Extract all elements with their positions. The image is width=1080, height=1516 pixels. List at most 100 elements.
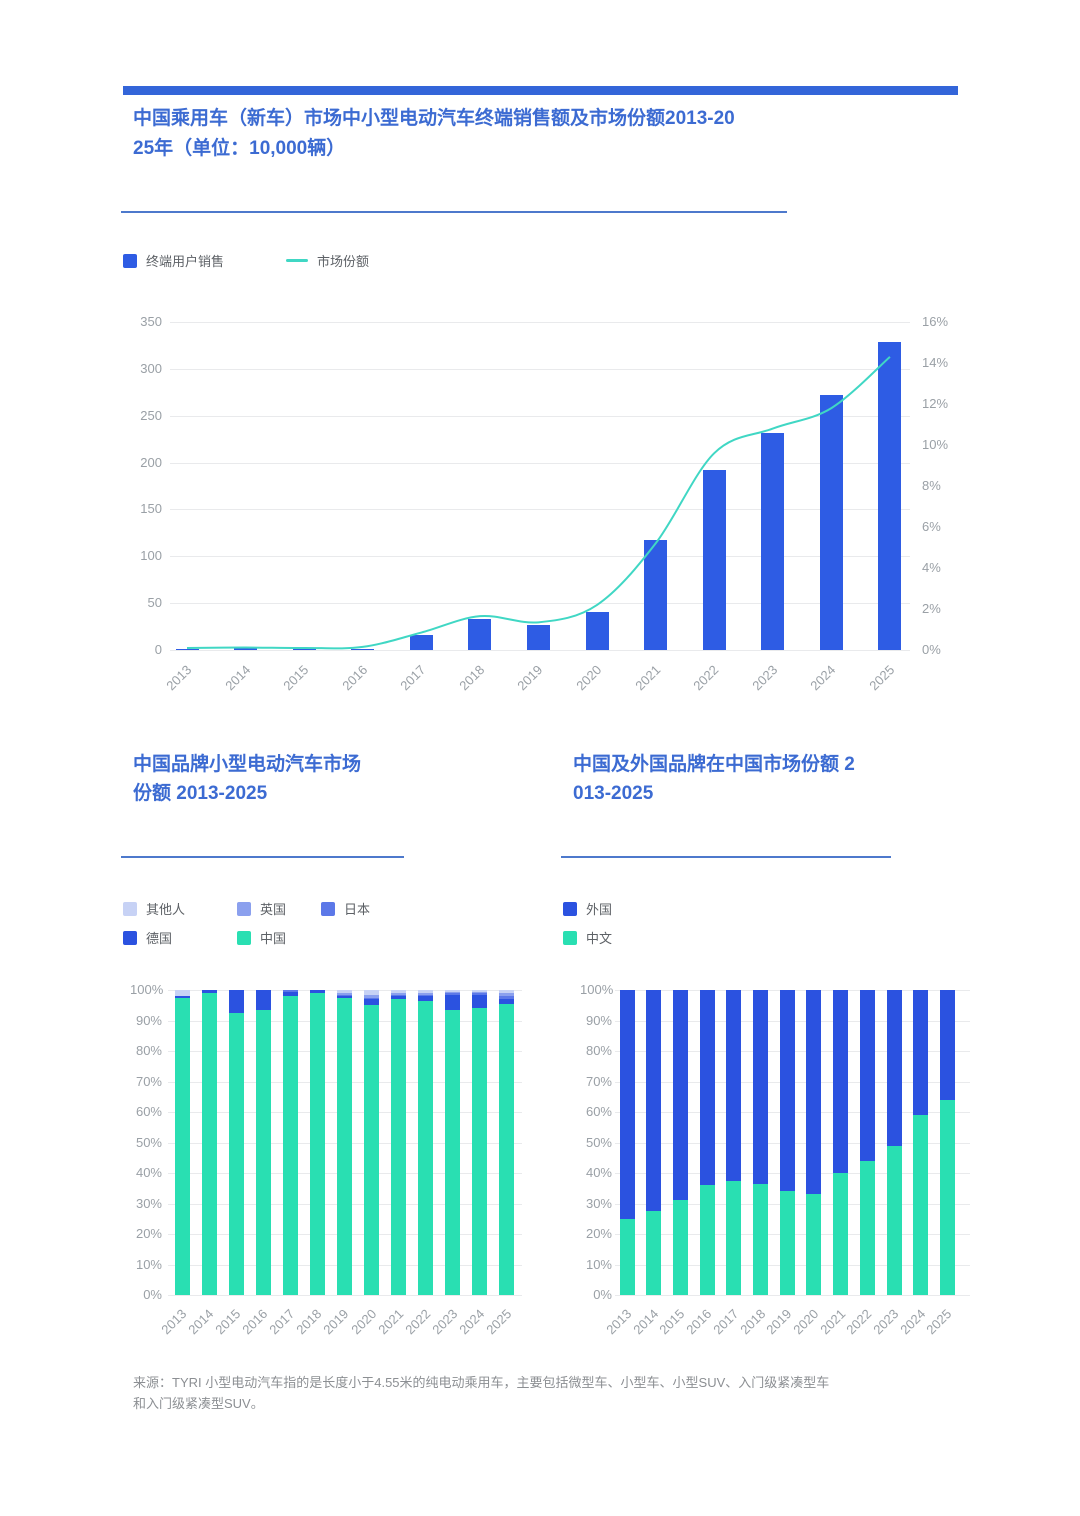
segment-2020 bbox=[364, 990, 380, 995]
y-axis-tick: 70% bbox=[135, 1073, 162, 1089]
segment-2019 bbox=[336, 994, 352, 997]
segment-2014 bbox=[201, 990, 217, 994]
segment-2013 bbox=[619, 1218, 635, 1295]
x-axis-label: 2025 bbox=[866, 662, 898, 694]
segment-2019 bbox=[336, 990, 352, 994]
legend-item: 外国 bbox=[563, 899, 612, 918]
right-axis-tick: 12% bbox=[922, 396, 949, 411]
left-axis-tick: 200 bbox=[140, 454, 162, 470]
y-axis-tick: 20% bbox=[135, 1226, 162, 1241]
segment-2024 bbox=[472, 990, 488, 992]
y-axis-tick: 30% bbox=[135, 1195, 162, 1211]
china-foreign-legend: 外国中文 bbox=[563, 899, 612, 947]
y-axis-tick: 80% bbox=[585, 1043, 612, 1058]
segment-2022 bbox=[418, 990, 434, 994]
page-title: 中国乘用车（新车）市场中小型电动汽车终端销售额及市场份额2013-2025年（单… bbox=[133, 108, 735, 160]
right-axis-tick: 0% bbox=[922, 642, 941, 657]
gridline bbox=[170, 603, 910, 605]
right-axis-tick: 6% bbox=[922, 519, 941, 534]
legend-item: 终端用户销售 bbox=[123, 251, 224, 270]
legend-label: 中国 bbox=[260, 931, 287, 946]
segment-2020 bbox=[806, 990, 822, 1195]
left-axis-tick: 300 bbox=[140, 360, 162, 376]
y-axis-tick: 70% bbox=[585, 1073, 612, 1089]
bar-2014 bbox=[234, 648, 258, 650]
legend-swatch bbox=[563, 930, 577, 945]
y-axis-tick: 60% bbox=[585, 1104, 612, 1119]
legend-swatch bbox=[286, 259, 309, 262]
left-axis-tick: 0 bbox=[154, 642, 162, 657]
legend-label: 其他人 bbox=[146, 902, 186, 917]
left-axis-tick: 350 bbox=[140, 314, 162, 329]
segment-2025 bbox=[939, 1099, 955, 1295]
legend-item: 日本 bbox=[321, 899, 421, 918]
y-axis-tick: 40% bbox=[585, 1165, 612, 1180]
segment-2013 bbox=[174, 997, 190, 1295]
segment-2020 bbox=[364, 1005, 380, 1295]
segment-2023 bbox=[445, 994, 461, 1010]
china-brand-legend: 其他人 英国 日本德国 中国 bbox=[123, 899, 421, 947]
bar-2019 bbox=[526, 624, 550, 650]
gridline bbox=[170, 650, 910, 651]
x-axis-label: 2024 bbox=[807, 662, 839, 694]
segment-2016 bbox=[255, 990, 271, 1010]
segment-2022 bbox=[859, 1160, 875, 1295]
segment-2022 bbox=[418, 1000, 434, 1295]
segment-2014 bbox=[646, 1211, 662, 1295]
bar-2022 bbox=[702, 470, 726, 650]
segment-2023 bbox=[445, 990, 461, 992]
bar-2015 bbox=[292, 648, 316, 650]
segment-2025 bbox=[499, 996, 515, 1000]
y-axis-tick: 0% bbox=[143, 1287, 162, 1302]
gridline bbox=[170, 556, 910, 558]
legend-label: 终端用户销售 bbox=[146, 254, 225, 269]
segment-2024 bbox=[913, 1115, 929, 1295]
segment-2025 bbox=[499, 1003, 515, 1295]
segment-2016 bbox=[699, 1185, 715, 1295]
legend-label: 日本 bbox=[344, 902, 371, 917]
segment-2017 bbox=[282, 996, 298, 1295]
legend-swatch bbox=[321, 901, 335, 916]
y-axis-tick: 40% bbox=[135, 1165, 162, 1180]
segment-2021 bbox=[833, 990, 849, 1173]
legend-label: 市场份额 bbox=[317, 254, 370, 269]
right-axis-tick: 8% bbox=[922, 478, 941, 493]
segment-2024 bbox=[472, 1008, 488, 1295]
segment-2018 bbox=[309, 990, 325, 994]
segment-2020 bbox=[806, 1194, 822, 1295]
bar-2021 bbox=[644, 540, 668, 650]
segment-2021 bbox=[391, 993, 407, 995]
bar-2013 bbox=[175, 648, 199, 650]
legend-label: 中文 bbox=[586, 931, 613, 946]
y-axis-tick: 90% bbox=[585, 1012, 612, 1028]
right-axis-tick: 4% bbox=[922, 560, 941, 575]
segment-2022 bbox=[418, 993, 434, 995]
left-chart-divider bbox=[121, 856, 404, 858]
segment-2019 bbox=[336, 997, 352, 1295]
segment-2023 bbox=[445, 991, 461, 994]
segment-2016 bbox=[255, 1009, 271, 1295]
main-chart-legend: 终端用户销售 市场份额 bbox=[123, 251, 369, 270]
gridline bbox=[615, 1295, 970, 1296]
left-axis-tick: 250 bbox=[140, 407, 162, 423]
gridline bbox=[170, 462, 910, 464]
segment-2017 bbox=[726, 1180, 742, 1295]
y-axis-tick: 0% bbox=[593, 1287, 612, 1302]
y-axis-tick: 10% bbox=[585, 1256, 612, 1272]
segment-2018 bbox=[753, 1183, 768, 1295]
china-foreign-share-chart: 0% 10% 20% 30% 40% 50% 60% 70% 80% 90% 100% 2013 201… bbox=[555, 980, 985, 1375]
x-axis-label: 2013 bbox=[163, 662, 195, 694]
segment-2024 bbox=[913, 990, 929, 1116]
segment-2015 bbox=[228, 990, 244, 1013]
legend-label: 英国 bbox=[260, 902, 287, 917]
china-brand-share-chart: 0% 10% 20% 30% 40% 50% 60% 70% 80% 90% 100% 2013 201… bbox=[130, 980, 560, 1375]
sales-and-share-chart: 0 50 100 150 200 250 300 350 0% 2% 4% 6% 8% 10% 12% 14%… bbox=[130, 310, 980, 705]
legend-item: 德国 bbox=[123, 928, 237, 947]
segment-2024 bbox=[472, 993, 488, 995]
left-axis-tick: 50 bbox=[147, 595, 162, 611]
x-axis-label: 2017 bbox=[397, 662, 429, 694]
segment-2017 bbox=[726, 990, 742, 1181]
segment-2015 bbox=[672, 990, 688, 1201]
bar-2023 bbox=[761, 432, 785, 650]
left-axis-tick: 150 bbox=[140, 501, 162, 517]
